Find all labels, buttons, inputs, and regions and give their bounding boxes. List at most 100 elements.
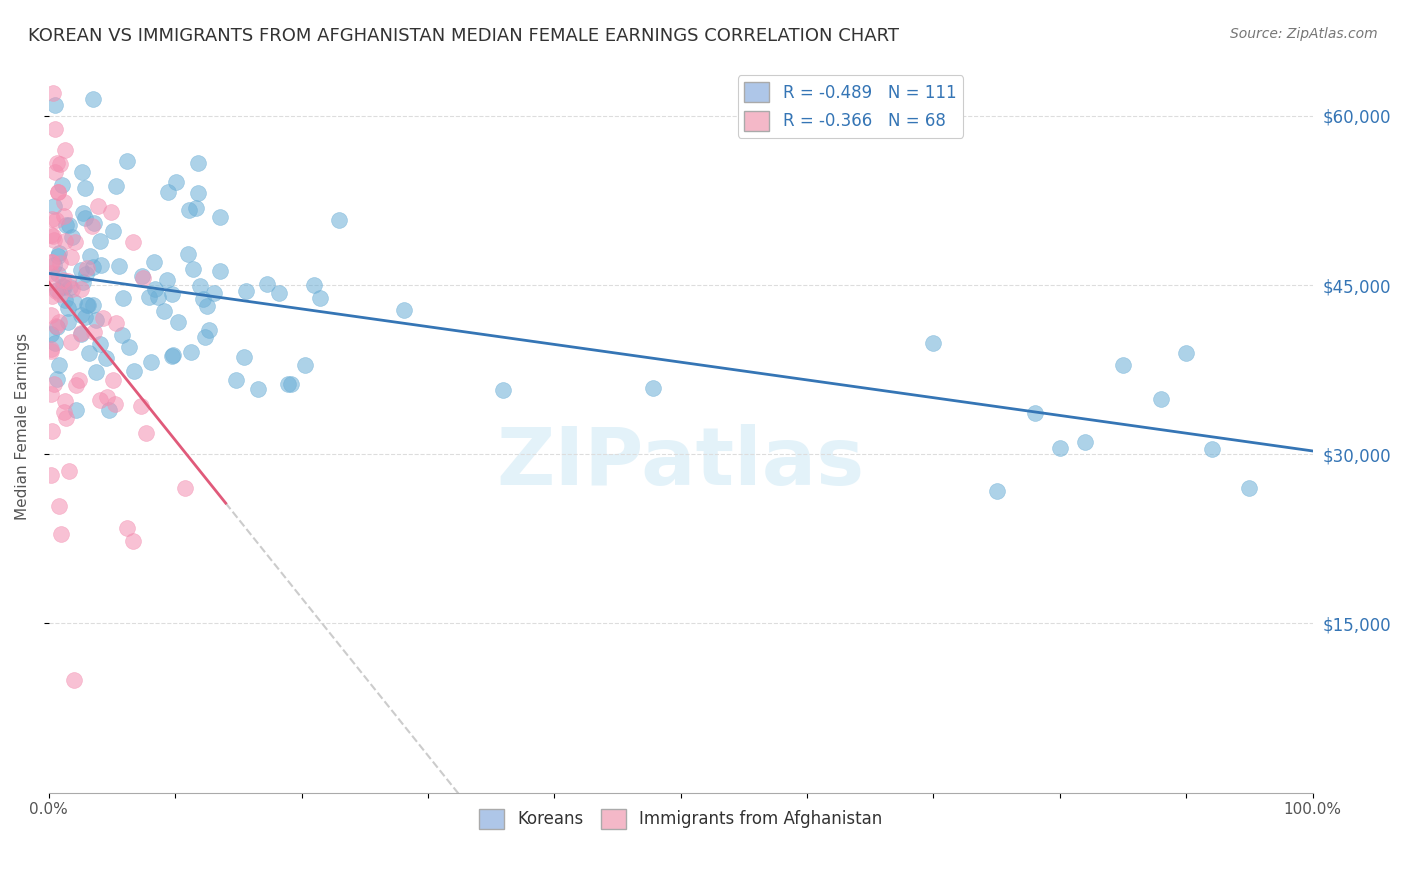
Point xyxy=(46,185,69,199)
Point xyxy=(131,268,153,283)
Point xyxy=(48,499,70,513)
Point xyxy=(162,348,184,362)
Point xyxy=(60,230,83,244)
Point xyxy=(1049,442,1071,456)
Point xyxy=(76,298,98,312)
Point xyxy=(53,143,76,157)
Point xyxy=(84,365,107,379)
Point xyxy=(52,273,75,287)
Point xyxy=(246,382,269,396)
Point xyxy=(45,155,67,169)
Point xyxy=(55,411,77,425)
Point xyxy=(56,301,79,315)
Point xyxy=(152,304,174,318)
Point xyxy=(187,156,209,170)
Point xyxy=(39,342,62,356)
Point xyxy=(39,387,62,401)
Point xyxy=(56,315,79,329)
Point xyxy=(1024,406,1046,420)
Point xyxy=(82,92,104,106)
Point xyxy=(49,256,72,270)
Point xyxy=(46,267,69,281)
Point xyxy=(39,275,62,289)
Point xyxy=(73,181,96,195)
Point xyxy=(1175,346,1198,360)
Point xyxy=(56,274,79,288)
Point xyxy=(198,323,221,337)
Point xyxy=(63,673,86,687)
Point xyxy=(89,234,111,248)
Point xyxy=(98,402,121,417)
Point xyxy=(122,534,145,549)
Point xyxy=(72,205,94,219)
Point xyxy=(177,202,200,217)
Point xyxy=(1074,435,1097,450)
Point xyxy=(191,292,214,306)
Point xyxy=(69,263,91,277)
Point xyxy=(115,521,138,535)
Point xyxy=(177,247,200,261)
Point xyxy=(111,327,134,342)
Point xyxy=(44,122,66,136)
Point xyxy=(142,255,165,269)
Point xyxy=(41,87,63,101)
Point xyxy=(328,213,350,227)
Point xyxy=(46,249,69,263)
Point xyxy=(141,355,163,369)
Point xyxy=(76,260,98,275)
Point xyxy=(89,337,111,351)
Point xyxy=(72,275,94,289)
Point xyxy=(309,291,332,305)
Point xyxy=(187,186,209,200)
Point xyxy=(65,403,87,417)
Point xyxy=(45,284,67,298)
Point xyxy=(392,303,415,318)
Point xyxy=(41,254,63,268)
Point xyxy=(91,310,114,325)
Point xyxy=(1150,392,1173,407)
Point xyxy=(160,287,183,301)
Point xyxy=(96,390,118,404)
Point xyxy=(256,277,278,291)
Point xyxy=(44,336,66,351)
Point xyxy=(143,282,166,296)
Point xyxy=(70,327,93,342)
Point xyxy=(48,315,70,329)
Point xyxy=(82,219,104,233)
Point xyxy=(304,277,326,292)
Point xyxy=(75,267,97,281)
Point xyxy=(94,351,117,365)
Point xyxy=(118,340,141,354)
Point xyxy=(190,278,212,293)
Point xyxy=(77,346,100,360)
Point xyxy=(165,176,187,190)
Point xyxy=(131,271,153,285)
Point xyxy=(195,299,218,313)
Point xyxy=(100,205,122,219)
Point xyxy=(55,218,77,232)
Point xyxy=(45,283,67,297)
Point xyxy=(277,377,299,392)
Point xyxy=(146,290,169,304)
Point xyxy=(51,178,73,193)
Point xyxy=(101,224,124,238)
Point xyxy=(922,336,945,351)
Point xyxy=(135,425,157,440)
Point xyxy=(225,373,247,387)
Point xyxy=(233,351,256,365)
Point xyxy=(269,286,291,301)
Point xyxy=(280,377,302,392)
Text: ZIPatlas: ZIPatlas xyxy=(496,424,865,502)
Point xyxy=(48,246,70,260)
Point xyxy=(46,186,69,200)
Point xyxy=(131,399,153,413)
Point xyxy=(52,209,75,223)
Point xyxy=(39,308,62,322)
Point xyxy=(63,294,86,309)
Point xyxy=(42,258,65,272)
Point xyxy=(39,327,62,342)
Point xyxy=(209,263,232,277)
Point xyxy=(115,154,138,169)
Point xyxy=(52,278,75,293)
Point xyxy=(101,373,124,387)
